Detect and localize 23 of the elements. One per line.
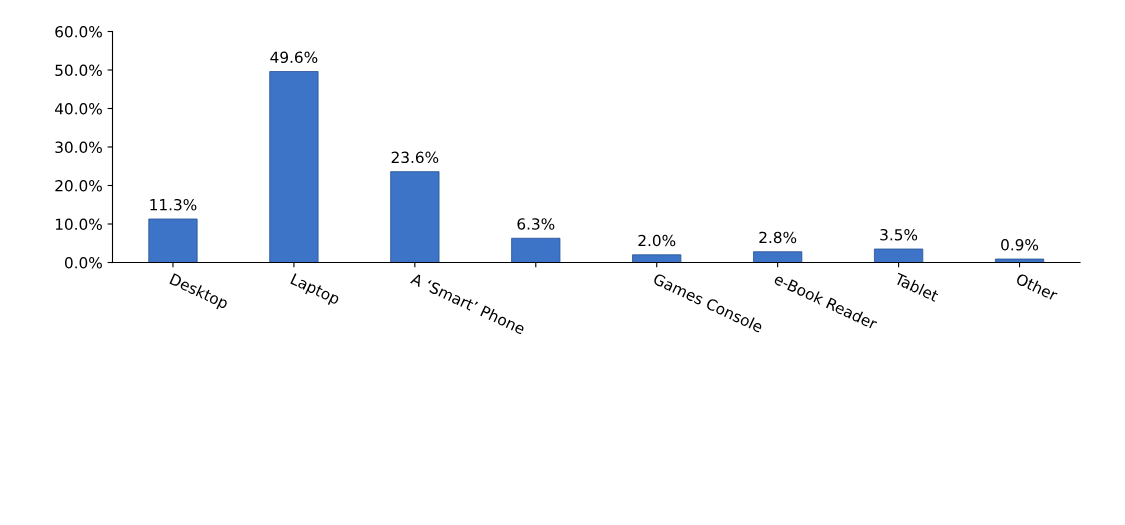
data-label: 0.9%	[1001, 238, 1039, 251]
bar	[511, 237, 561, 263]
bar	[269, 71, 319, 263]
y-tick-label: 20.0%	[55, 179, 102, 192]
bar	[994, 258, 1045, 263]
data-label: 2.8%	[759, 231, 797, 244]
data-label: 6.3%	[517, 218, 555, 230]
bar	[390, 171, 440, 263]
bar	[873, 248, 924, 263]
bar	[753, 251, 803, 263]
y-tick-label: 50.0%	[55, 64, 102, 77]
bar	[632, 254, 682, 263]
y-tick-label: 40.0%	[54, 102, 102, 115]
y-tick-label: 0.0%	[64, 256, 102, 269]
data-label: 23.6%	[391, 151, 439, 164]
bar	[148, 218, 198, 263]
data-label: 3.5%	[880, 228, 918, 241]
y-tick-label: 10.0%	[55, 218, 102, 231]
data-label: 2.0%	[638, 234, 676, 247]
data-label: 11.3%	[150, 198, 197, 211]
y-tick-label: 60.0%	[55, 25, 102, 38]
data-label: 49.6%	[270, 51, 318, 64]
y-tick-label: 30.0%	[55, 141, 102, 154]
